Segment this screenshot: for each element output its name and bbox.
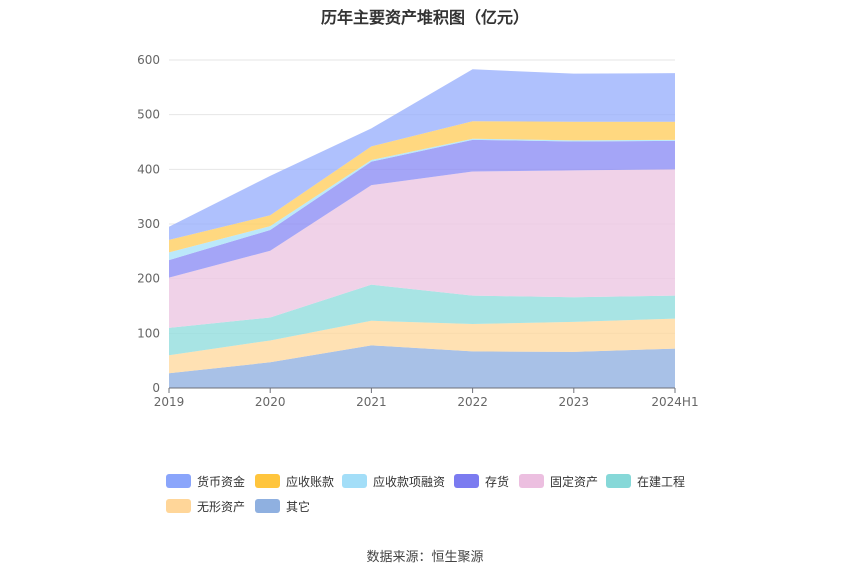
legend-item-other[interactable]: 其它: [255, 498, 310, 514]
y-tick-label: 0: [152, 381, 160, 395]
area-series-8: [169, 69, 675, 240]
y-tick-label: 400: [137, 162, 160, 176]
legend-swatch: [342, 474, 367, 488]
legend-label: 其它: [286, 499, 311, 514]
chart-title: 历年主要资产堆积图（亿元）: [320, 8, 529, 27]
legend-label: 无形资产: [197, 499, 246, 514]
legend-item-cash[interactable]: 货币资金: [166, 473, 245, 489]
stacked-area-chart: 0 100 200 300 400 500 600 2019 2020 2021 2022 2023 2…: [137, 53, 699, 409]
y-tick-label: 100: [137, 326, 160, 340]
area-series-1: [169, 345, 675, 388]
x-tick-label: 2020: [255, 395, 286, 409]
y-tick-label: 500: [137, 108, 160, 122]
y-tick-label: 600: [137, 53, 160, 67]
legend-item-intangible[interactable]: 无形资产: [166, 498, 245, 514]
legend-item-fixed-assets[interactable]: 固定资产: [519, 473, 598, 489]
area-series-7: [169, 121, 675, 253]
x-tick-label: 2022: [457, 395, 488, 409]
area-series-3: [169, 284, 675, 356]
legend-item-inventory[interactable]: 存货: [454, 473, 509, 489]
legend-label: 在建工程: [637, 474, 686, 489]
data-source: 数据来源：恒生聚源: [366, 550, 484, 565]
legend-label: 应收款项融资: [373, 474, 446, 489]
area-series-5: [169, 139, 675, 278]
legend-swatch: [166, 474, 191, 488]
legend-swatch: [519, 474, 544, 488]
area-series-4: [169, 169, 675, 328]
x-tick-label: 2019: [154, 395, 185, 409]
legend-swatch: [454, 474, 479, 488]
legend-swatch: [255, 474, 280, 488]
legend-label: 固定资产: [550, 474, 599, 489]
legend-label: 应收账款: [286, 474, 335, 489]
area-series-2: [169, 318, 675, 374]
legend-swatch: [606, 474, 631, 488]
legend-swatch: [255, 499, 280, 513]
legend-label: 货币资金: [197, 474, 246, 489]
legend-item-receivables[interactable]: 应收账款: [255, 473, 334, 489]
legend-label: 存货: [485, 474, 510, 489]
x-tick-label: 2023: [559, 395, 590, 409]
legend-swatch: [166, 499, 191, 513]
x-tick-label: 2024H1: [651, 395, 698, 409]
legend-item-construction[interactable]: 在建工程: [606, 473, 685, 489]
y-tick-label: 300: [137, 217, 160, 231]
x-tick-label: 2021: [356, 395, 387, 409]
y-tick-label: 200: [137, 272, 160, 286]
legend-item-receivables-financing[interactable]: 应收款项融资: [342, 473, 445, 489]
